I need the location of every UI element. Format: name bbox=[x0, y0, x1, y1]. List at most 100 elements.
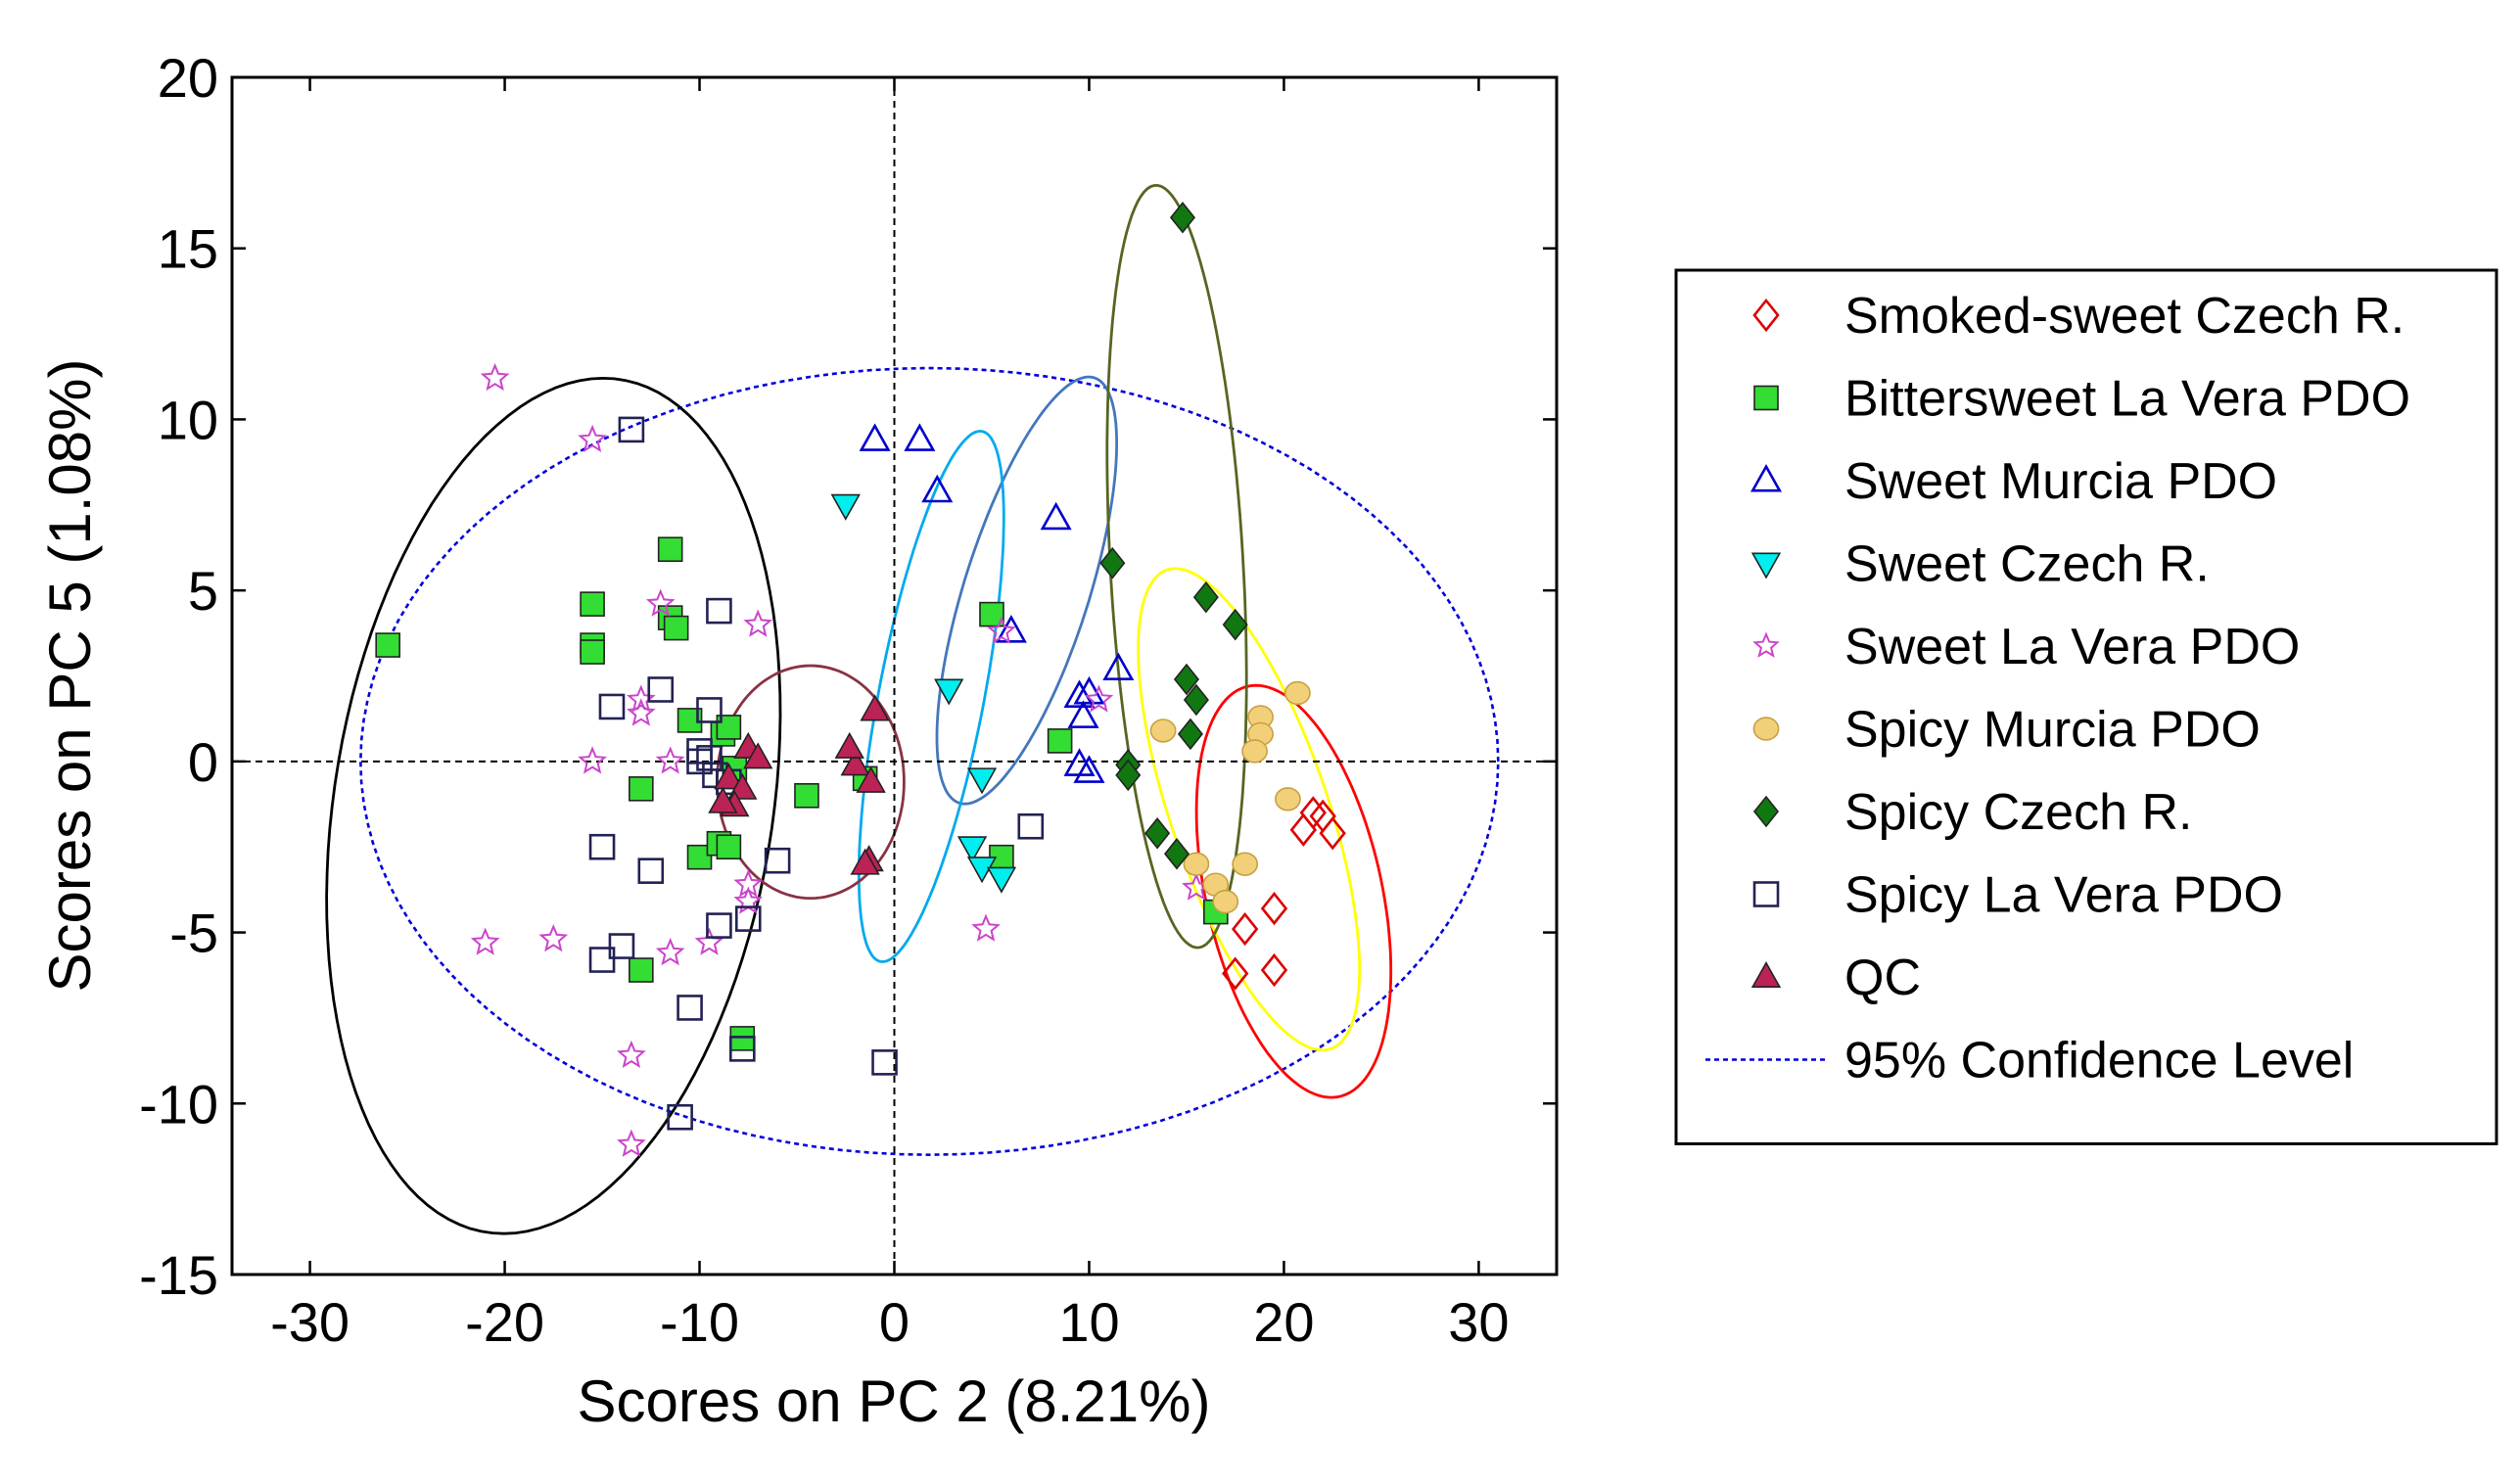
data-point bbox=[966, 767, 998, 795]
data-point bbox=[637, 858, 665, 884]
legend-label: Spicy Murcia PDO bbox=[1844, 702, 2261, 759]
data-point bbox=[627, 684, 656, 713]
y-tick-label: 15 bbox=[158, 218, 218, 280]
y-tick-label: 5 bbox=[188, 560, 218, 622]
data-point bbox=[729, 1026, 756, 1051]
data-point bbox=[1222, 956, 1249, 991]
y-axis-title: Scores on PC 5 (1.08%) bbox=[37, 359, 103, 993]
x-axis-title: Scores on PC 2 (8.21%) bbox=[578, 1368, 1211, 1434]
legend-marker bbox=[1750, 552, 1782, 580]
data-point bbox=[1260, 952, 1288, 988]
data-points bbox=[375, 201, 1346, 1157]
data-point bbox=[1319, 816, 1346, 851]
data-point bbox=[1183, 852, 1210, 876]
legend-marker bbox=[1750, 960, 1782, 989]
data-point bbox=[629, 957, 654, 983]
legend-label: Sweet Murcia PDO bbox=[1844, 453, 2277, 510]
legend-label: QC bbox=[1844, 950, 1921, 1006]
ellipse-1 bbox=[325, 376, 782, 1235]
data-point bbox=[729, 1036, 756, 1062]
data-point bbox=[580, 639, 605, 665]
data-point bbox=[617, 1040, 646, 1069]
data-point bbox=[588, 947, 616, 973]
data-point bbox=[480, 362, 510, 392]
legend-label: Sweet La Vera PDO bbox=[1844, 619, 2300, 675]
data-point bbox=[645, 588, 676, 617]
legend-label: Spicy Czech R. bbox=[1844, 784, 2192, 841]
x-tick-label: -10 bbox=[660, 1291, 739, 1353]
data-point bbox=[934, 678, 964, 706]
data-point bbox=[1047, 728, 1073, 754]
y-tick-label: 20 bbox=[158, 47, 218, 109]
data-point bbox=[1163, 837, 1190, 870]
data-point bbox=[1115, 759, 1142, 792]
ellipse-2 bbox=[935, 375, 1118, 806]
data-point bbox=[871, 1049, 898, 1076]
data-point bbox=[716, 834, 742, 860]
series-2 bbox=[859, 423, 1135, 783]
data-point bbox=[578, 746, 607, 774]
data-point bbox=[734, 905, 762, 932]
series-7 bbox=[588, 416, 1045, 1131]
series-0 bbox=[1222, 796, 1346, 991]
series-1 bbox=[375, 536, 1229, 1051]
data-point bbox=[655, 746, 685, 774]
data-point bbox=[588, 833, 616, 860]
data-point bbox=[1073, 675, 1105, 705]
legend-box bbox=[1674, 268, 2498, 1145]
data-point bbox=[627, 698, 656, 726]
legend-marker bbox=[1750, 463, 1783, 492]
legend-label: 95% Confidence Level bbox=[1844, 1033, 2354, 1090]
x-tick-label: 20 bbox=[1253, 1291, 1314, 1353]
data-point bbox=[470, 927, 500, 955]
data-point bbox=[1192, 580, 1219, 614]
y-tick-label: 10 bbox=[158, 389, 218, 450]
data-point bbox=[850, 848, 880, 875]
data-point bbox=[764, 847, 791, 874]
ellipse-5 bbox=[1137, 567, 1362, 1052]
data-point bbox=[794, 782, 819, 809]
data-point bbox=[1260, 892, 1288, 926]
data-point bbox=[629, 776, 654, 802]
data-point bbox=[987, 616, 1016, 644]
data-point bbox=[1144, 816, 1171, 850]
data-point bbox=[1099, 546, 1126, 580]
data-point bbox=[1102, 652, 1135, 681]
data-point bbox=[1173, 663, 1199, 696]
data-point bbox=[1241, 739, 1268, 764]
data-point bbox=[538, 923, 569, 952]
data-point bbox=[608, 933, 635, 959]
data-point bbox=[677, 995, 703, 1021]
data-point bbox=[663, 615, 689, 641]
data-point bbox=[1283, 680, 1311, 706]
legend-label: Bittersweet La Vera PDO bbox=[1844, 371, 2410, 428]
data-point bbox=[1183, 683, 1209, 717]
data-point bbox=[1063, 679, 1096, 708]
data-point bbox=[657, 536, 683, 563]
series-4 bbox=[470, 362, 1211, 1157]
data-point bbox=[696, 697, 723, 723]
x-tick-label: -20 bbox=[465, 1291, 544, 1353]
x-tick-label: -30 bbox=[270, 1291, 350, 1353]
data-point bbox=[1222, 608, 1248, 641]
data-point bbox=[578, 424, 607, 453]
data-point bbox=[860, 694, 890, 721]
legend-label: Sweet Czech R. bbox=[1844, 536, 2210, 593]
series-6 bbox=[1099, 201, 1248, 870]
data-point bbox=[995, 615, 1027, 643]
legend-label: Spicy La Vera PDO bbox=[1844, 867, 2283, 924]
data-point bbox=[1177, 718, 1203, 751]
data-point bbox=[957, 836, 988, 863]
legend-marker bbox=[1752, 881, 1780, 907]
legend-marker bbox=[1752, 631, 1780, 658]
data-point bbox=[375, 632, 400, 658]
confidence-ellipse bbox=[358, 366, 1500, 1157]
data-point bbox=[714, 763, 744, 790]
data-point bbox=[1040, 501, 1072, 531]
y-tick-label: -10 bbox=[139, 1073, 218, 1135]
ellipse-0 bbox=[1194, 683, 1393, 1099]
x-tick-label: 10 bbox=[1058, 1291, 1119, 1353]
x-tick-label: 0 bbox=[879, 1291, 910, 1353]
